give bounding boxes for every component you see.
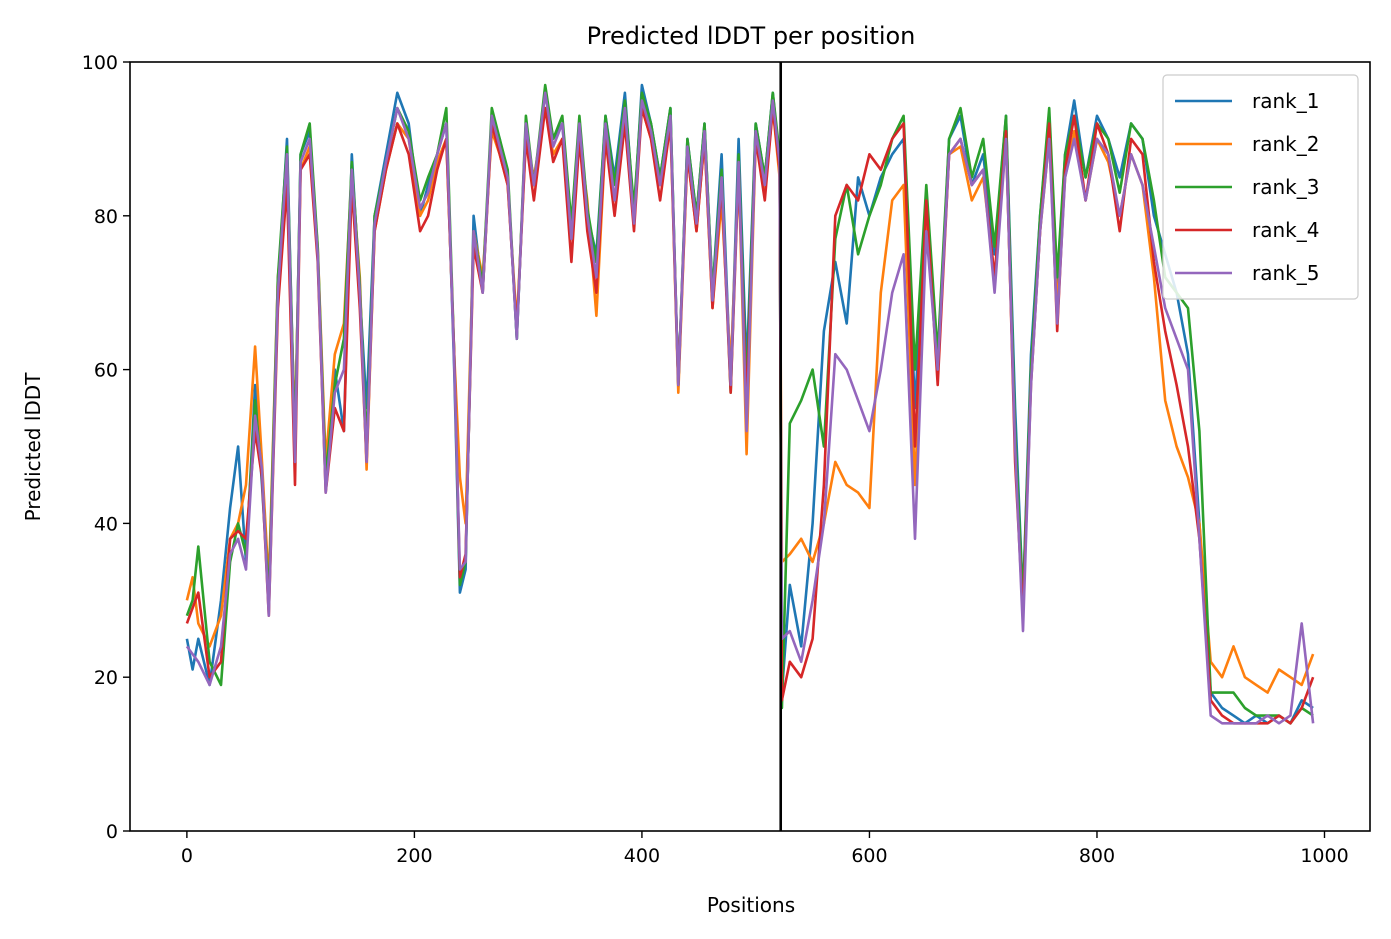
x-axis-label: Positions: [707, 893, 795, 917]
y-axis-label: Predicted lDDT: [21, 372, 45, 522]
x-tick-label: 0: [181, 845, 193, 867]
legend: rank_1 rank_2 rank_3 rank_4 rank_5: [1162, 74, 1359, 300]
legend-label-rank_2: rank_2: [1252, 132, 1319, 156]
plot-frame: [129, 61, 1371, 832]
legend-label-rank_1: rank_1: [1252, 89, 1319, 113]
series-line-rank_5: [185, 91, 1315, 725]
x-tick-label: 800: [1079, 845, 1115, 867]
x-tick-label: 200: [396, 845, 432, 867]
legend-label-rank_4: rank_4: [1252, 218, 1319, 242]
y-tick-label: 20: [94, 667, 118, 689]
x-tick-label: 1000: [1300, 845, 1348, 867]
y-tick-label: 80: [94, 206, 118, 228]
y-tick-label: 40: [94, 513, 118, 535]
plot-lines: [185, 83, 1315, 725]
x-tick-label: 400: [624, 845, 660, 867]
y-tick-label: 0: [106, 821, 118, 843]
chart-title: Predicted lDDT per position: [587, 22, 916, 50]
x-axis-ticks: 0 200 400 600 800 1000: [181, 831, 1349, 867]
y-tick-label: 100: [82, 52, 118, 74]
legend-label-rank_5: rank_5: [1252, 261, 1319, 285]
x-tick-label: 600: [851, 845, 887, 867]
legend-box: [1162, 74, 1359, 300]
legend-label-rank_3: rank_3: [1252, 175, 1319, 199]
y-tick-label: 60: [94, 360, 118, 382]
y-axis-ticks: 0 20 40 60 80 100: [82, 52, 130, 843]
